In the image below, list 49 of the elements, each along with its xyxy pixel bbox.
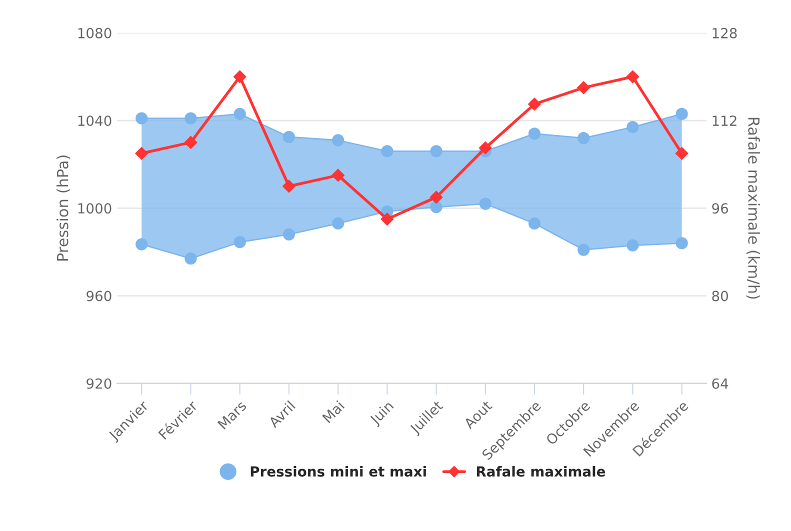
point	[577, 81, 590, 94]
y2-tick-label: 128	[712, 28, 737, 38]
point	[381, 145, 394, 158]
point	[184, 252, 197, 265]
point	[234, 236, 246, 248]
point	[528, 217, 541, 230]
y2-tick-label: 80	[712, 290, 728, 302]
point	[578, 244, 590, 256]
point	[676, 108, 688, 120]
point	[479, 198, 492, 210]
y2-tick-label: 112	[712, 116, 736, 126]
point	[578, 132, 590, 144]
y-tick-label: 1080	[78, 28, 112, 38]
legend-label: Rafale maximale	[476, 466, 606, 477]
point	[282, 228, 296, 241]
point	[528, 98, 541, 111]
y-tick-label: 1000	[78, 203, 112, 214]
point	[478, 142, 492, 154]
point	[430, 190, 443, 204]
point	[234, 108, 246, 120]
point	[626, 239, 639, 252]
y2-tick-label: 96	[712, 203, 728, 214]
y-axis-title: Pression (hPa)	[56, 156, 70, 261]
point	[430, 145, 442, 158]
point	[184, 112, 197, 124]
point	[282, 180, 296, 193]
point	[332, 134, 344, 146]
point	[233, 70, 246, 84]
point	[430, 200, 442, 214]
point	[332, 168, 344, 182]
point	[528, 128, 541, 140]
y-tick-label: 1040	[78, 116, 112, 126]
y2-tick-label: 64	[712, 378, 728, 389]
x-tick-label: Mai	[322, 400, 345, 424]
point	[136, 112, 148, 124]
point	[675, 146, 688, 160]
point	[626, 70, 640, 84]
point	[626, 121, 639, 134]
y-tick-label: 960	[86, 290, 112, 302]
legend-label: Pressions mini et maxi	[250, 466, 426, 477]
point	[380, 212, 394, 226]
point	[136, 238, 148, 250]
y2-axis-title: Rafale maximale (km/h)	[746, 118, 760, 299]
point	[282, 130, 296, 144]
y-tick-label: 920	[86, 378, 112, 389]
point	[184, 136, 198, 149]
point	[135, 146, 148, 160]
point	[332, 217, 344, 230]
point	[676, 237, 688, 250]
